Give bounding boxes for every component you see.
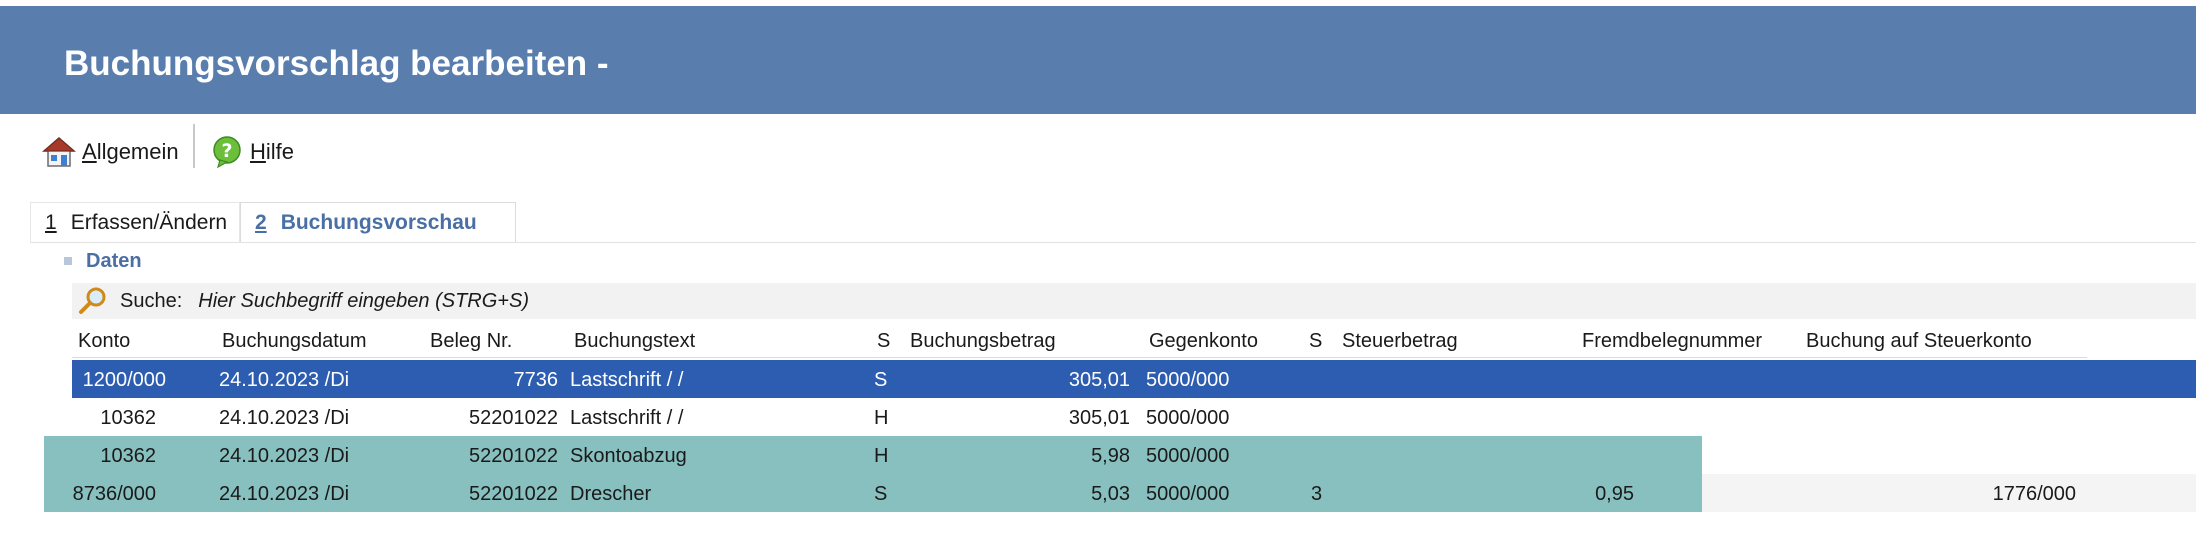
cell-datum: 24.10.2023 /Di	[219, 445, 350, 467]
help-button[interactable]: ? Hilfe	[210, 132, 294, 172]
help-label: Hilfe	[250, 139, 295, 164]
table-row[interactable]: 8736/000 24.10.2023 /Di 52201022 Dresche…	[44, 474, 1702, 512]
tab-label: Erfassen/Ändern	[70, 210, 228, 234]
search-input[interactable]: Hier Suchbegriff eingeben (STRG+S)	[198, 289, 529, 312]
search-label: Suche:	[120, 289, 183, 312]
col-beleg[interactable]: Beleg Nr.	[430, 330, 513, 352]
cell-s1: H	[874, 407, 889, 429]
window-title: Buchungsvorschlag bearbeiten -	[64, 44, 609, 83]
row-extension: 1776/000	[1702, 474, 2196, 512]
cell-datum: 24.10.2023 /Di	[219, 369, 350, 391]
tab-booking-preview[interactable]: 2 Buchungsvorschau	[240, 202, 516, 242]
cell-gegenkonto: 5000/000	[1146, 483, 1230, 505]
col-datum[interactable]: Buchungsdatum	[222, 330, 367, 352]
col-steuerkonto[interactable]: Buchung auf Steuerkonto	[1806, 330, 2032, 352]
general-label: Allgemein	[82, 139, 179, 164]
cell-s2: 3	[1311, 483, 1323, 505]
cell-text: Drescher	[570, 483, 652, 505]
cell-konto: 10362	[100, 407, 156, 429]
cell-text: Lastschrift / /	[570, 369, 684, 391]
col-steuer[interactable]: Steuerbetrag	[1342, 330, 1458, 352]
cell-datum: 24.10.2023 /Di	[219, 483, 350, 505]
section-label: Daten	[86, 249, 142, 272]
tab-label: Buchungsvorschau	[280, 210, 477, 234]
search-bar[interactable]: Suche: Hier Suchbegriff eingeben (STRG+S…	[72, 283, 2196, 319]
cell-beleg: 52201022	[469, 407, 558, 429]
cell-beleg: 52201022	[469, 483, 558, 505]
cell-s1: S	[874, 369, 888, 391]
header-divider	[72, 357, 2087, 358]
cell-beleg: 52201022	[469, 445, 558, 467]
cell-s1: S	[874, 483, 888, 505]
cell-betrag: 5,03	[1091, 483, 1130, 505]
cell-gegenkonto: 5000/000	[1146, 445, 1230, 467]
cell-steuerkonto: 1776/000	[1992, 483, 2076, 505]
general-button[interactable]: Allgemein	[41, 132, 179, 172]
col-s1[interactable]: S	[877, 330, 891, 352]
title-bar: Buchungsvorschlag bearbeiten -	[0, 6, 2196, 114]
cell-konto: 10362	[100, 445, 156, 467]
house-icon	[41, 135, 77, 169]
tab-number: 2	[255, 210, 267, 234]
cell-gegenkonto: 5000/000	[1146, 369, 1230, 391]
table-row[interactable]: 1200/000 24.10.2023 /Di 7736 Lastschrift…	[72, 360, 2196, 398]
col-fremd[interactable]: Fremdbelegnummer	[1582, 330, 1763, 352]
cell-gegenkonto: 5000/000	[1146, 407, 1230, 429]
col-text[interactable]: Buchungstext	[574, 330, 696, 352]
section-header-data[interactable]: Daten	[64, 248, 142, 274]
cell-text: Lastschrift / /	[570, 407, 684, 429]
cell-text: Skontoabzug	[570, 445, 687, 467]
toolbar-separator	[193, 124, 195, 168]
cell-betrag: 305,01	[1068, 369, 1130, 391]
table-row[interactable]: 10362 24.10.2023 /Di 52201022 Skontoabzu…	[44, 436, 1702, 474]
svg-text:?: ?	[221, 140, 232, 162]
cell-konto: 8736/000	[72, 483, 156, 505]
col-konto[interactable]: Konto	[78, 330, 131, 352]
table-row[interactable]: 10362 24.10.2023 /Di 52201022 Lastschrif…	[72, 398, 2196, 436]
col-betrag[interactable]: Buchungsbetrag	[910, 330, 1056, 352]
cell-steuer: 0,95	[1595, 483, 1634, 505]
col-gegenkonto[interactable]: Gegenkonto	[1149, 330, 1258, 352]
col-s2[interactable]: S	[1309, 330, 1323, 352]
cell-datum: 24.10.2023 /Di	[219, 407, 350, 429]
tab-capture-edit[interactable]: 1 Erfassen/Ändern	[30, 202, 240, 242]
collapse-icon	[64, 257, 72, 265]
tab-number: 1	[45, 210, 57, 234]
cell-konto: 1200/000	[82, 369, 166, 391]
cell-betrag: 5,98	[1091, 445, 1130, 467]
cell-s1: H	[874, 445, 889, 467]
table-header: Konto Buchungsdatum Beleg Nr. Buchungste…	[72, 324, 2196, 358]
help-icon: ?	[210, 135, 244, 169]
cell-betrag: 305,01	[1068, 407, 1130, 429]
search-icon	[78, 286, 108, 316]
cell-beleg: 7736	[513, 369, 559, 391]
toolbar: Allgemein ? Hilfe	[0, 124, 2196, 180]
tab-strip: 1 Erfassen/Ändern 2 Buchungsvorschau	[30, 202, 2196, 243]
